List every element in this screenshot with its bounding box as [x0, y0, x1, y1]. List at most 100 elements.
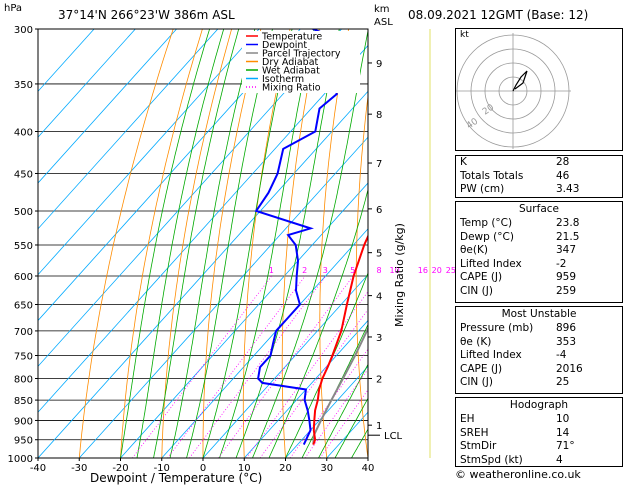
pressure-tick-label: 700: [14, 327, 33, 338]
lcl-label: LCL: [384, 431, 403, 442]
index-value: 896: [556, 322, 577, 334]
mixing-ratio-label: 16: [418, 266, 428, 275]
pressure-tick-label: 750: [14, 351, 33, 362]
pressure-tick-label: 900: [14, 416, 33, 427]
mixing-ratio-line: [319, 389, 368, 458]
pressure-unit-label: hPa: [4, 3, 23, 14]
index-row: CAPE (J) 959: [456, 271, 622, 285]
pressure-tick-label: 800: [14, 374, 33, 385]
legend-label: Parcel Trajectory: [262, 49, 341, 60]
index-value: 21.5: [556, 230, 580, 243]
wet-adiabat-line: [120, 29, 210, 458]
isotherm-line: [38, 29, 136, 138]
isotherm-line: [38, 29, 260, 276]
index-value: 353: [556, 335, 577, 348]
hodograph-ring-label: 40: [465, 117, 480, 132]
pressure-tick-label: 1000: [8, 454, 33, 465]
index-row: Dewp (°C) 21.5: [456, 231, 622, 245]
pressure-tick-label: 950: [14, 436, 33, 447]
index-value: 25: [556, 376, 570, 389]
pressure-tick-label: 350: [14, 80, 33, 91]
index-label: CAPE (J): [460, 271, 503, 284]
index-value: 71°: [556, 440, 575, 453]
legend-label: Temperature: [261, 32, 322, 43]
legend-label: Dewpoint: [262, 40, 307, 51]
index-row: θe (K) 353: [456, 336, 622, 350]
wet-adiabat-line: [285, 271, 368, 458]
dry-adiabat-line: [426, 29, 451, 458]
isotherm-line: [243, 319, 368, 458]
temperature-tick-label: 20: [279, 463, 292, 474]
temperature-tick-label: -10: [154, 463, 170, 474]
index-label: Lifted Index: [460, 257, 522, 270]
dry-adiabat-line: [319, 29, 349, 458]
dry-adiabat-line: [161, 29, 232, 458]
index-row: EH 10: [456, 413, 622, 427]
hodograph-trace: [512, 70, 528, 92]
wet-adiabat-line: [219, 29, 315, 458]
wet-adiabat-line: [252, 29, 368, 458]
legend-label: Wet Adiabat: [262, 66, 320, 77]
index-row: Lifted Index -4: [456, 349, 622, 363]
mixing-ratio-label: 3: [323, 266, 328, 275]
index-value: -4: [556, 349, 567, 362]
dry-adiabat-line: [78, 29, 174, 458]
hodograph-table: Hodograph EH 10 SREH 14 StmDir 71° StmSpd (kt)…: [455, 397, 623, 467]
plot-area: [38, 29, 451, 458]
mixing-ratio-label: 1: [269, 266, 274, 275]
height-tick-label: 3: [376, 333, 382, 344]
pressure-tick-label: 650: [14, 301, 33, 312]
dry-adiabat-line: [355, 93, 368, 458]
index-label: StmSpd (kt): [460, 453, 523, 466]
mixing-ratio-line: [131, 275, 273, 458]
parcel-trajectory-line: [312, 326, 368, 445]
wet-adiabat-line: [136, 29, 225, 458]
wet-adiabat-line: [318, 363, 368, 458]
index-value: 4: [556, 453, 563, 466]
height-tick-label: 1: [376, 421, 382, 432]
indices-table-top: K 28 Totals Totals 46 PW (cm) 3.43: [455, 155, 623, 198]
index-value: 46: [556, 169, 570, 182]
wet-adiabat-line: [153, 29, 240, 458]
index-row: CAPE (J) 2016: [456, 363, 622, 377]
mixing-ratio-label: 25: [446, 266, 456, 275]
dewpoint-line: [254, 29, 338, 446]
surface-title: Surface: [518, 203, 559, 215]
index-value: 28: [556, 156, 570, 168]
height-tick-label: 6: [376, 205, 382, 216]
mixing-ratio-line: [259, 308, 368, 458]
isotherm-line: [161, 228, 368, 458]
index-row: K 28: [456, 156, 622, 170]
index-label: CIN (J): [460, 284, 493, 297]
isotherm-line: [78, 136, 368, 458]
time-title: 08.09.2021 12GMT (Base: 12): [408, 8, 589, 22]
height-tick-label: 8: [376, 110, 382, 121]
index-row: Lifted Index -2: [456, 258, 622, 272]
legend-label: Mixing Ratio: [262, 83, 321, 94]
mixing-ratio-line: [167, 275, 306, 458]
pressure-tick-label: 400: [14, 128, 33, 139]
hodograph-panel: 40 20 kt: [455, 28, 623, 151]
index-label: Totals Totals: [460, 169, 524, 182]
temperature-tick-label: -30: [71, 463, 87, 474]
hodograph-title: Hodograph: [509, 399, 569, 411]
pressure-tick-label: 300: [14, 25, 33, 36]
index-row: CIN (J) 25: [456, 376, 622, 390]
index-row: PW (cm) 3.43: [456, 183, 622, 197]
pressure-tick-label: 500: [14, 207, 33, 218]
index-value: 259: [556, 284, 577, 297]
pressure-tick-label: 850: [14, 396, 33, 407]
height-tick-label: 4: [376, 292, 382, 303]
pressure-tick-label: 600: [14, 272, 33, 283]
height-unit-km: km: [374, 4, 390, 15]
x-axis-label: Dewpoint / Temperature (°C): [90, 471, 263, 485]
mixing-ratio-line: [189, 275, 327, 458]
footer-credit: © weatheronline.co.uk: [455, 468, 581, 481]
most-unstable-title: Most Unstable: [501, 308, 577, 320]
index-value: 3.43: [556, 183, 580, 196]
isotherm-line: [285, 365, 368, 458]
index-label: PW (cm): [460, 183, 505, 196]
